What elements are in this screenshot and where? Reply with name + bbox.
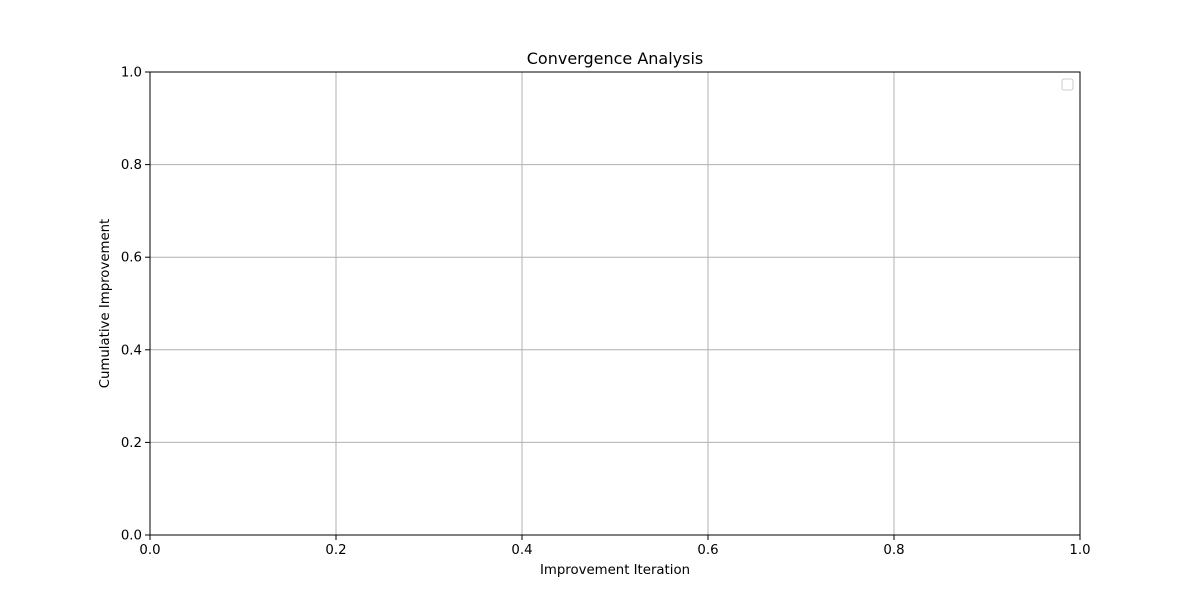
y-tick-label: 0.6 — [121, 251, 142, 266]
x-tick-label: 1.0 — [1069, 543, 1090, 558]
legend — [1061, 78, 1074, 91]
x-tick-label: 0.6 — [697, 543, 718, 558]
y-axis-label: Cumulative Improvement — [98, 219, 113, 389]
x-tick-label: 0.0 — [139, 543, 160, 558]
x-tick-label: 0.8 — [883, 543, 904, 558]
x-tick-label: 0.4 — [511, 543, 532, 558]
y-tick-label: 0.0 — [121, 529, 142, 544]
x-axis-label: Improvement Iteration — [540, 563, 690, 578]
plot-frame — [149, 71, 1081, 536]
legend-box — [1061, 78, 1074, 91]
y-tick-label: 0.2 — [121, 436, 142, 451]
y-tick-label: 1.0 — [121, 66, 142, 81]
y-tick-label: 0.4 — [121, 343, 142, 358]
x-tick-label: 0.2 — [325, 543, 346, 558]
ticks: 0.0 0.2 0.4 0.6 0.8 1.0 0.0 0.2 0.4 0.6 0.8 1.0 — [121, 66, 1091, 559]
chart-title: Convergence Analysis — [527, 49, 704, 68]
y-tick-label: 0.8 — [121, 158, 142, 173]
